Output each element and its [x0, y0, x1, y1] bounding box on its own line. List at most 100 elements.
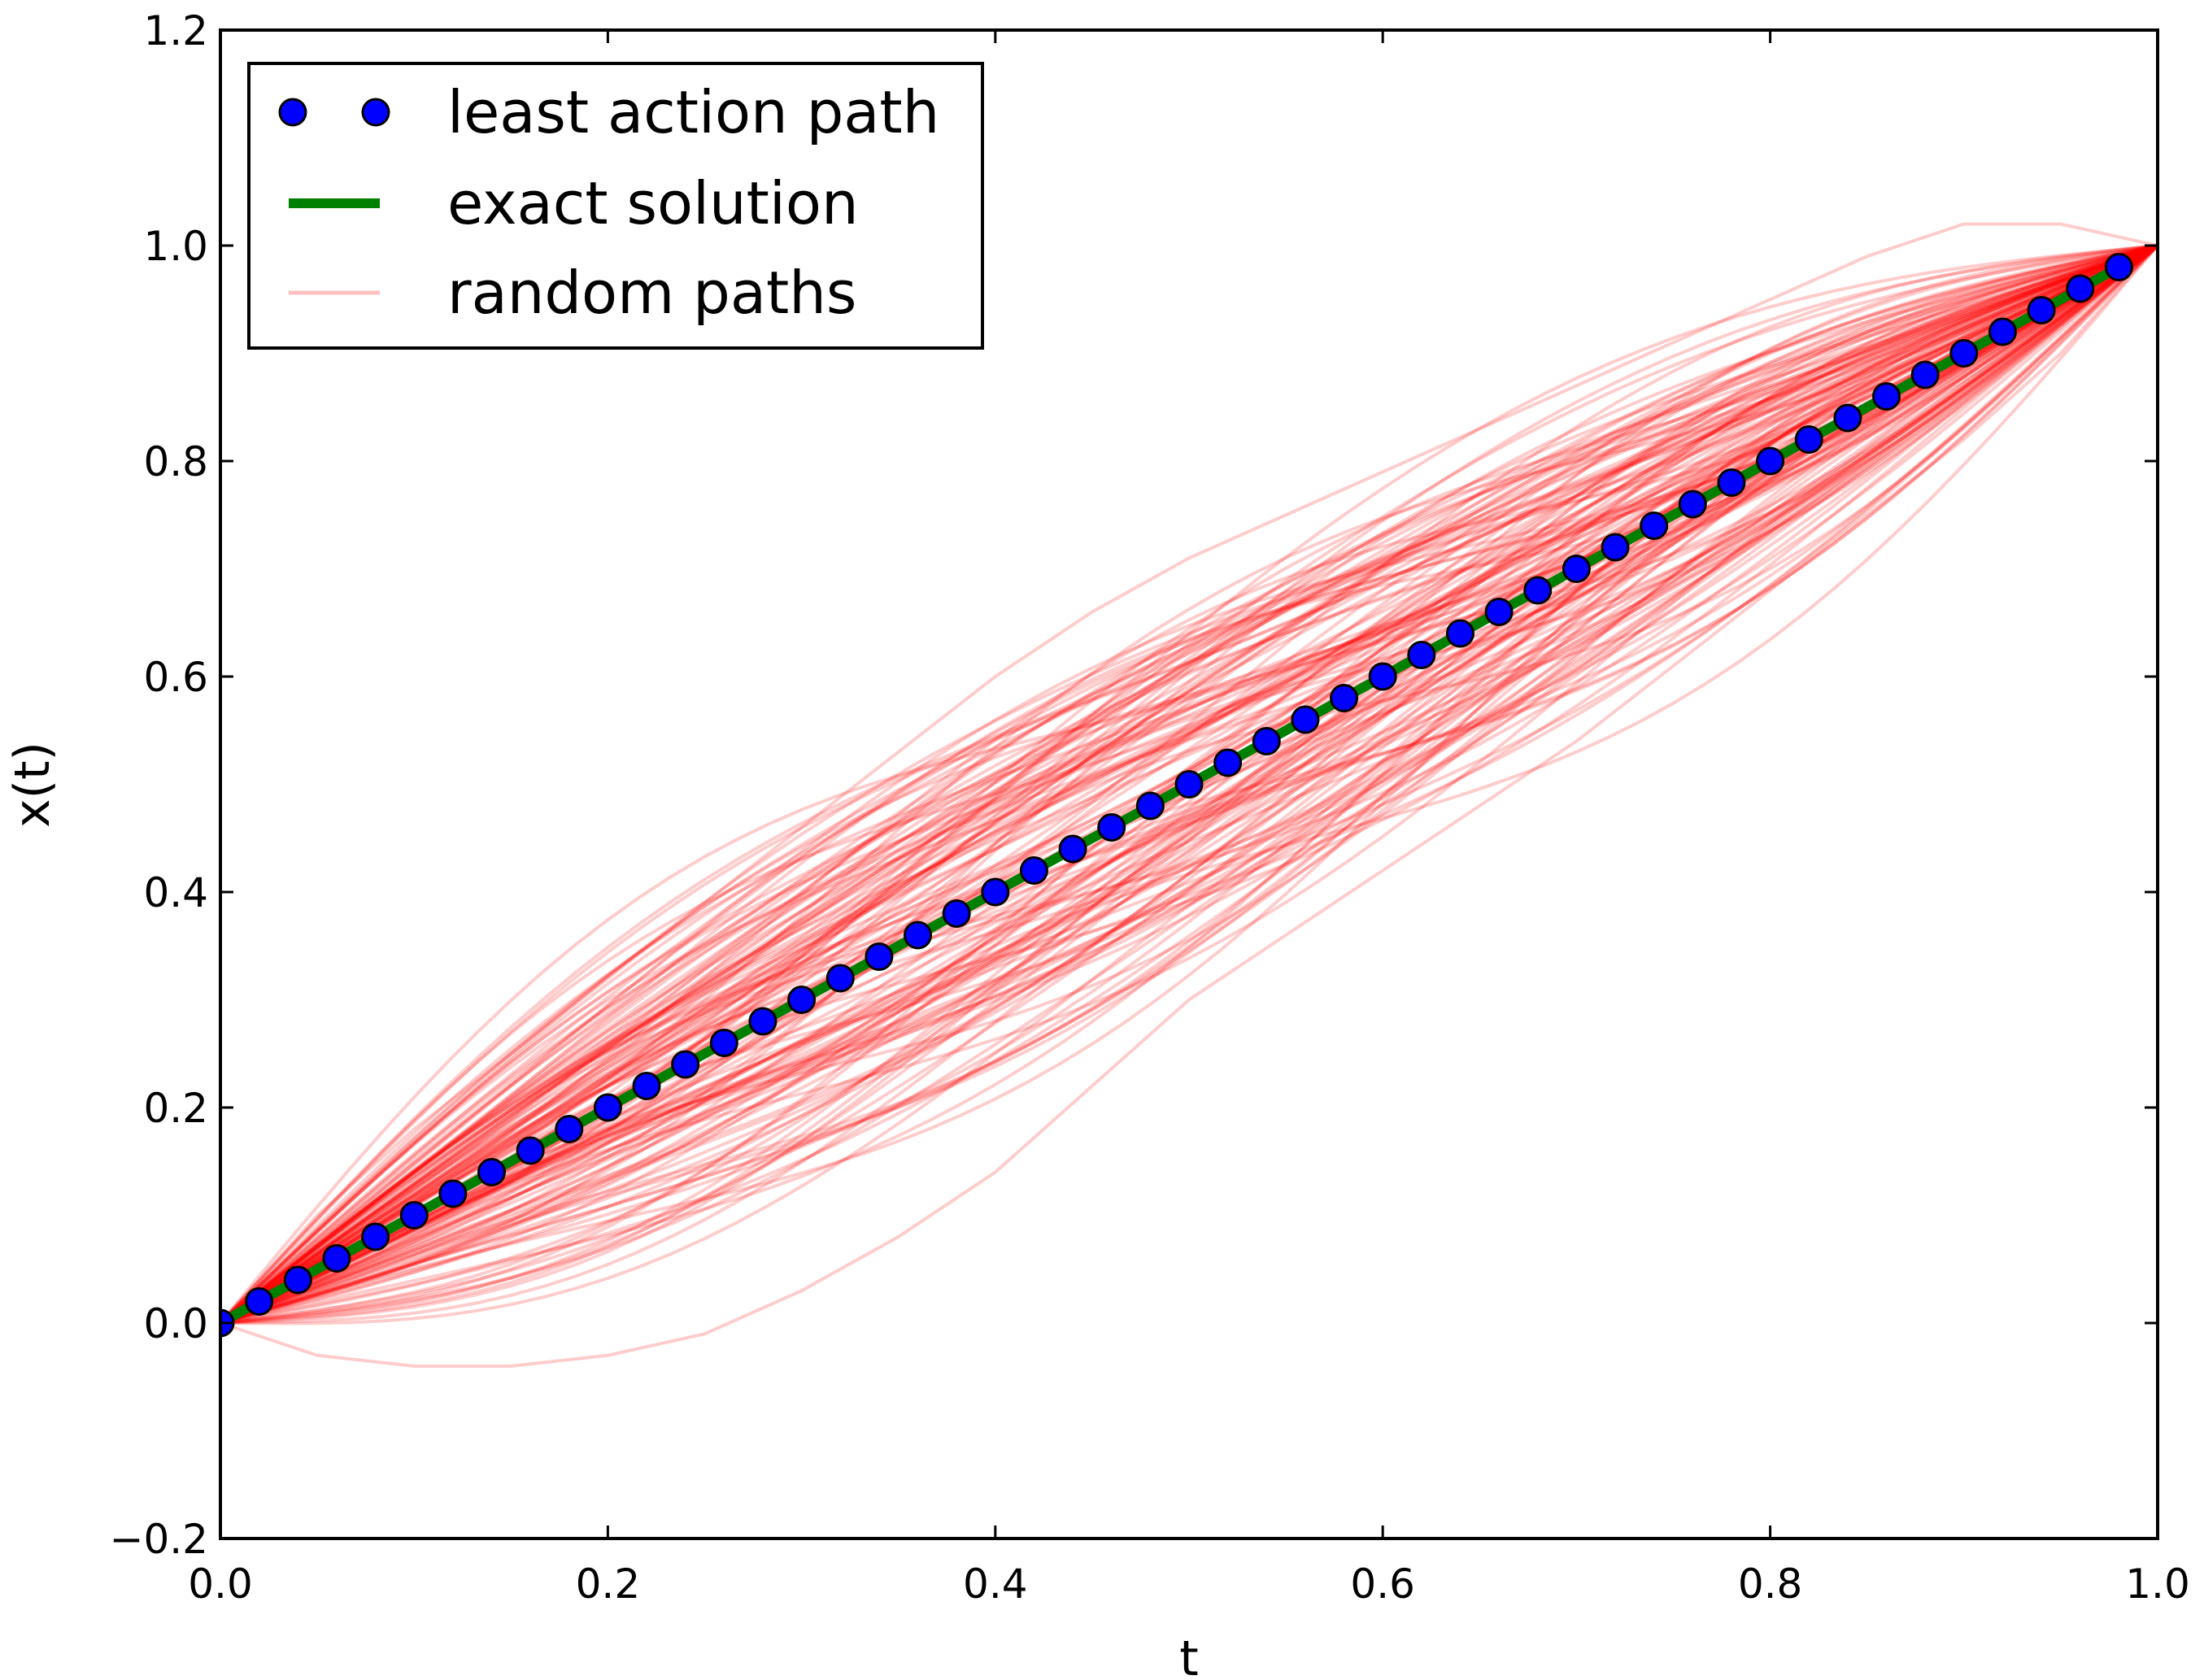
y-tick-label: 0.2 [143, 1085, 208, 1132]
random-path [220, 244, 2158, 1325]
random-path [220, 244, 2158, 1325]
least-action-point [942, 899, 971, 928]
least-action-point [1484, 598, 1514, 626]
least-action-point [283, 1265, 312, 1295]
least-action-point [361, 1222, 390, 1251]
least-action-point [1717, 468, 1746, 497]
random-path [220, 244, 2158, 1325]
random-path [220, 244, 2158, 1325]
y-tick-label: 1.2 [143, 7, 208, 54]
least-action-point [1872, 382, 1901, 411]
random-path [220, 244, 2158, 1325]
legend-marker-least-action-2 [361, 98, 390, 127]
least-action-point [1640, 511, 1669, 540]
axes-frame [219, 28, 2159, 1540]
random-path [220, 244, 2158, 1325]
random-path [220, 244, 2158, 1325]
random-path [220, 244, 2158, 1325]
random-path [220, 244, 2158, 1325]
random-path [220, 244, 2158, 1325]
least-action-point [981, 877, 1010, 907]
random-path [220, 244, 2158, 1325]
random-path [220, 244, 2158, 1325]
random-path [220, 244, 2158, 1325]
least-action-point [1330, 684, 1359, 712]
random-path [220, 244, 2158, 1325]
random-path [220, 244, 2158, 1325]
least-action-point [865, 942, 894, 971]
random-path [220, 244, 2158, 1325]
random-path [220, 244, 2158, 1325]
x-tick-label: 0.6 [1350, 1560, 1415, 1608]
legend-label-random-paths: random paths [447, 259, 856, 327]
least-action-point [516, 1136, 545, 1165]
random-path-extreme [220, 244, 2158, 1368]
x-tick-label: 1.0 [2125, 1560, 2190, 1608]
y-tick-label: 1.0 [143, 223, 208, 270]
least-action-point [2104, 253, 2133, 281]
random-path [220, 244, 2158, 1325]
random-path [220, 244, 2158, 1325]
x-tick-label: 0.4 [963, 1560, 1028, 1608]
random-path [220, 244, 2158, 1325]
random-path [220, 244, 2158, 1325]
random-path [220, 244, 2158, 1325]
random-path [220, 244, 2158, 1325]
x-tick-label: 0.2 [576, 1560, 641, 1608]
y-tick-label: 0.0 [143, 1300, 208, 1347]
least-action-point [1756, 446, 1785, 476]
random-path [220, 244, 2158, 1325]
random-path [220, 244, 2158, 1325]
legend-label-least-action: least action path [447, 78, 939, 146]
random-path [220, 244, 2158, 1325]
random-path [220, 244, 2158, 1325]
least-action-point [1213, 748, 1243, 777]
legend-marker-least-action-1 [278, 98, 307, 127]
random-path [220, 244, 2158, 1325]
random-path [220, 244, 2158, 1325]
random-path [220, 244, 2158, 1325]
random-path [220, 244, 2158, 1325]
least-action-point [632, 1072, 661, 1100]
y-tick-label: 0.6 [143, 654, 208, 701]
least-action-point [322, 1244, 351, 1273]
random-path [220, 244, 2158, 1325]
random-path [220, 244, 2158, 1325]
least-action-point [1601, 533, 1630, 562]
random-path [220, 244, 2158, 1325]
random-path [220, 244, 2158, 1325]
random-path [220, 244, 2158, 1325]
random-path [220, 244, 2158, 1325]
random-path [220, 244, 2158, 1325]
least-action-point [671, 1050, 700, 1079]
random-path [220, 244, 2158, 1325]
least-action-point [1407, 641, 1436, 669]
random-path [220, 244, 2158, 1325]
least-action-point [1988, 317, 2017, 346]
x-axis-label: t [1179, 1630, 1199, 1680]
random-path [220, 244, 2158, 1325]
least-action-point [1174, 770, 1204, 799]
random-path [220, 244, 2158, 1325]
least-action-point [1445, 619, 1474, 648]
least-action-point [1019, 856, 1048, 885]
random-path [220, 244, 2158, 1325]
legend-label-exact-solution: exact solution [447, 169, 859, 237]
random-path [220, 244, 2158, 1325]
least-action-point [1910, 360, 1940, 390]
y-axis-ticks: −0.2 0.0 0.2 0.4 0.6 0.8 1.0 1.2 [110, 7, 2158, 1563]
random-path [220, 244, 2158, 1325]
least-action-point [1523, 576, 1553, 605]
x-axis-ticks: 0.0 0.2 0.4 0.6 0.8 1.0 [188, 30, 2190, 1608]
random-path [220, 244, 2158, 1325]
random-path [220, 244, 2158, 1325]
least-action-markers-group [220, 253, 2133, 1338]
random-path [220, 244, 2158, 1325]
random-path [220, 244, 2158, 1325]
y-axis-label: x(t) [4, 742, 61, 828]
least-action-point [709, 1029, 738, 1057]
random-path [220, 244, 2158, 1325]
least-action-point [1794, 425, 1823, 454]
random-path [220, 244, 2158, 1325]
